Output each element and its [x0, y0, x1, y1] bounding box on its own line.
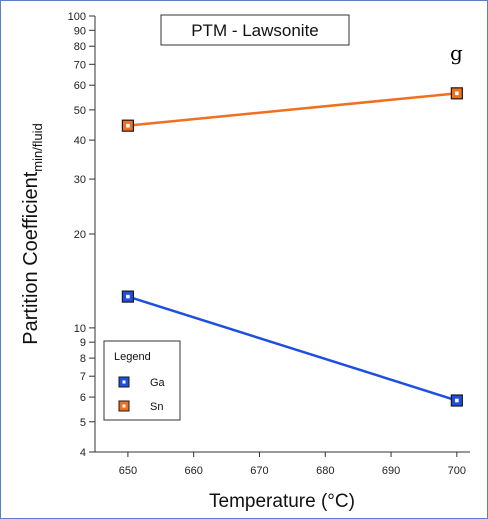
data-point-center-sn — [455, 91, 459, 96]
y-tick-label: 50 — [74, 105, 86, 117]
y-tick-label: 80 — [74, 41, 86, 53]
legend: Legend Ga Sn — [103, 340, 181, 421]
y-axis-title: Partition Coefficientmin/fluid — [20, 123, 45, 344]
y-tick-label: 8 — [80, 353, 86, 365]
title-box — [160, 14, 350, 46]
legend-box — [103, 340, 181, 421]
x-axis-ticks: 650 660 670 680 690 700 — [119, 452, 466, 477]
legend-marker-center-ga — [122, 380, 126, 384]
series-layer — [121, 87, 463, 407]
x-tick-label: 700 — [448, 465, 466, 477]
chart-title: PTM - Lawsonite — [191, 21, 319, 40]
y-tick-label: 70 — [74, 59, 86, 71]
legend-marker-center-sn — [122, 404, 126, 408]
y-tick-label: 100 — [68, 11, 86, 23]
data-point-center-ga — [126, 294, 130, 299]
x-tick-label: 690 — [382, 465, 400, 477]
legend-title: Legend — [114, 351, 151, 363]
y-tick-label: 6 — [80, 392, 86, 404]
x-tick-label: 650 — [119, 465, 137, 477]
y-tick-label: 5 — [80, 417, 86, 429]
series-line-ga — [127, 295, 458, 402]
x-axis-title: Temperature (°C) — [209, 491, 355, 512]
series-line-sn — [127, 92, 457, 127]
y-tick-label: 20 — [74, 229, 86, 241]
x-tick-label: 670 — [250, 465, 268, 477]
y-axis-title-subscript: min/fluid — [30, 123, 45, 171]
y-tick-label: 40 — [74, 135, 86, 147]
legend-label-ga: Ga — [150, 377, 166, 389]
y-tick-label: 90 — [74, 25, 86, 37]
data-point-center-ga — [455, 398, 459, 403]
y-tick-label: 9 — [80, 337, 86, 349]
y-axis-ticks: 4 5 6 7 8 9 10 20 30 40 50 60 70 80 90 100 — [68, 11, 95, 459]
y-axis-title-main: Partition Coefficient — [20, 171, 42, 345]
y-tick-label: 30 — [74, 174, 86, 186]
x-tick-label: 660 — [185, 465, 203, 477]
panel-letter: g — [450, 41, 463, 65]
y-tick-label: 7 — [80, 371, 86, 383]
y-tick-label: 4 — [80, 447, 86, 459]
data-point-center-sn — [126, 123, 130, 128]
x-tick-label: 680 — [316, 465, 334, 477]
y-tick-label: 60 — [74, 80, 86, 92]
y-tick-label: 10 — [74, 323, 86, 335]
legend-label-sn: Sn — [150, 401, 163, 413]
